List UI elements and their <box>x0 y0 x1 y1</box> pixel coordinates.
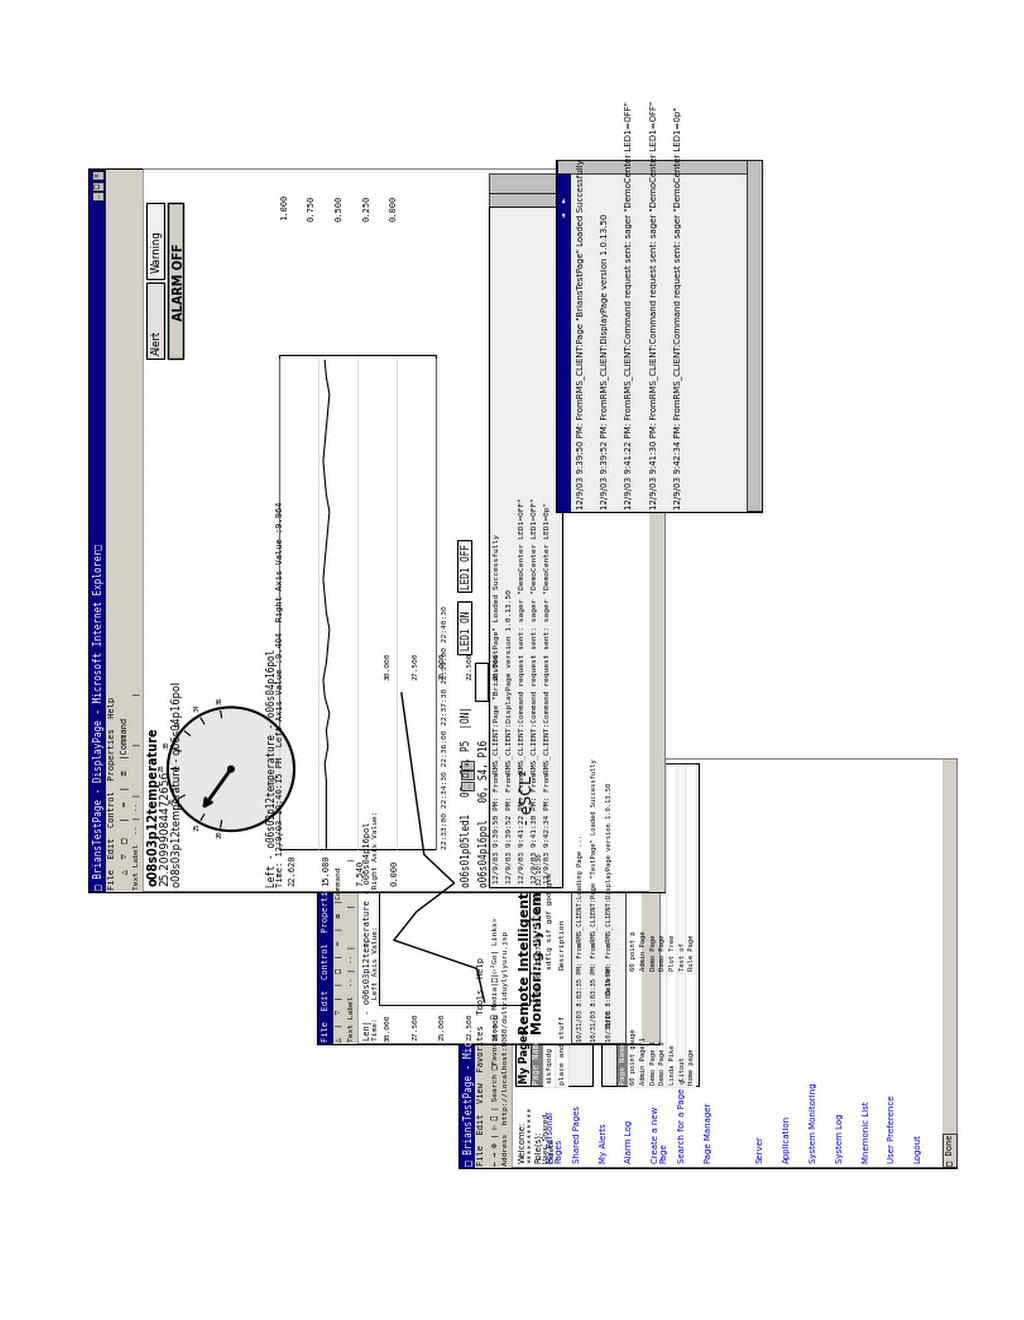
Text: Jun. 18, 2009  Sheet 27 of 34: Jun. 18, 2009 Sheet 27 of 34 <box>400 205 649 219</box>
Text: US 2009/0157236 A1: US 2009/0157236 A1 <box>692 205 872 219</box>
Text: FIG. 26: FIG. 26 <box>660 1090 820 1129</box>
Text: Patent Application Publication: Patent Application Publication <box>186 205 449 219</box>
